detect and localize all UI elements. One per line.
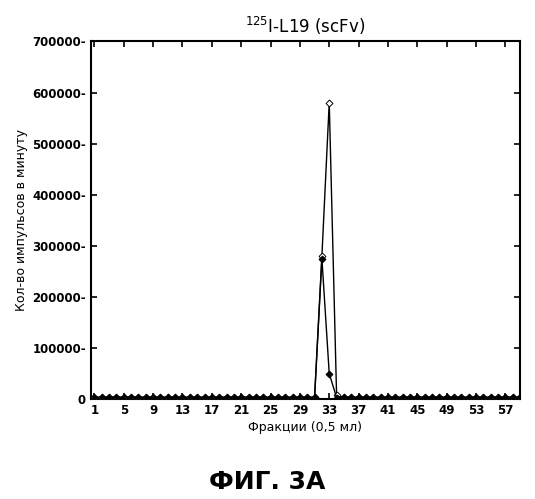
Title: $^{125}$I-L19 (scFv): $^{125}$I-L19 (scFv) — [245, 15, 365, 37]
X-axis label: Фракции (0,5 мл): Фракции (0,5 мл) — [248, 421, 362, 434]
Text: ФИГ. 3А: ФИГ. 3А — [209, 470, 326, 494]
Y-axis label: Кол-во импульсов в минуту: Кол-во импульсов в минуту — [15, 129, 28, 311]
